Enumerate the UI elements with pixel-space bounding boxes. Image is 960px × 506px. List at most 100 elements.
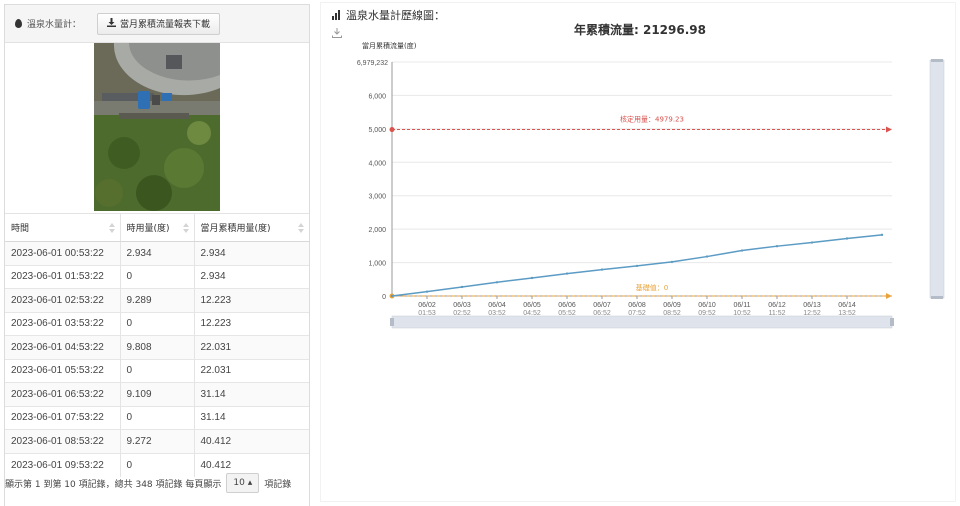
time-cell: 2023-06-01 09:53:22: [5, 452, 120, 477]
x-tick-date: 06/10: [698, 302, 716, 309]
threshold-start-point: [389, 127, 395, 133]
meter-data-table: 時間 時用量(度) 當月累積用量(度) 2023-06-01 00:53:22 2…: [5, 213, 309, 477]
download-icon: [107, 17, 117, 30]
threshold-label: 核定用量：4979.23: [620, 115, 684, 124]
threshold-label: 基礎值：0: [636, 283, 668, 292]
time-cell: 2023-06-01 07:53:22: [5, 405, 120, 430]
zoom-slider-bottom[interactable]: [390, 315, 894, 329]
x-tick-date: 06/06: [558, 302, 576, 309]
meter-photo: [94, 43, 220, 211]
time-cell: 2023-06-01 06:53:22: [5, 382, 120, 406]
y-axis-label: 當月累積流量(度): [362, 41, 417, 50]
y-axis-ticks: 6,979,232 0 1,000 2,000 3,000 4,000 5,000 6,000: [357, 60, 388, 301]
y-tick-label: 2,000: [368, 227, 386, 234]
panel-header-label: 溫泉水量計：: [27, 20, 82, 30]
column-header-label: 當月累積用量(度): [200, 224, 271, 234]
chart-markers: 核定用量：4979.23 基礎值：0: [389, 115, 892, 299]
x-tick-time: 02:52: [453, 310, 471, 317]
x-tick-time: 09:52: [698, 310, 716, 317]
record-info: 顯示第 1 到第 10 項記錄，總共 348 項記錄 每頁顯示: [5, 479, 222, 490]
time-cell: 2023-06-01 03:53:22: [5, 311, 120, 336]
sort-icon: [298, 223, 304, 233]
x-tick-time: 06:52: [593, 310, 611, 317]
x-tick-time: 12:52: [803, 310, 821, 317]
table-row: 2023-06-01 03:53:22 0 12.223: [5, 311, 309, 336]
time-cell: 2023-06-01 04:53:22: [5, 335, 120, 359]
series-point: [460, 285, 464, 289]
x-tick-time: 03:52: [488, 310, 506, 317]
table-row: 2023-06-01 00:53:22 2.934 2.934: [5, 241, 309, 265]
hourly-usage-cell: 0: [119, 452, 194, 477]
hourly-usage-cell: 9.109: [119, 382, 194, 406]
zoom-slider-right[interactable]: [929, 59, 945, 299]
cumulative-usage-cell: 12.223: [193, 311, 309, 336]
series-point: [775, 244, 779, 248]
sort-icon: [182, 223, 189, 233]
column-header-monthly-cumulative[interactable]: 當月累積用量(度): [193, 213, 309, 242]
cumulative-usage-cell: 22.031: [193, 335, 309, 359]
cumulative-usage-cell: 22.031: [193, 358, 309, 383]
record-suffix: 項記錄: [264, 479, 292, 490]
table-row: 2023-06-01 09:53:22 0 40.412: [5, 452, 309, 477]
series-point: [390, 294, 394, 298]
series-point: [530, 276, 534, 280]
time-cell: 2023-06-01 00:53:22: [5, 241, 120, 265]
chart-panel-title-text: 溫泉水量計歷線圖：: [346, 9, 445, 22]
hourly-usage-cell: 9.808: [119, 335, 194, 359]
series-point: [705, 255, 709, 258]
time-cell: 2023-06-01 01:53:22: [5, 264, 120, 289]
series-point: [740, 249, 744, 252]
x-tick-date: 06/12: [768, 302, 786, 309]
table-row: 2023-06-01 02:53:22 9.289 12.223: [5, 288, 309, 312]
x-tick-time: 04:52: [523, 310, 541, 317]
x-tick-date: 06/03: [453, 302, 471, 309]
y-tick-label: 0: [382, 294, 386, 301]
table-row: 2023-06-01 07:53:22 0 31.14: [5, 405, 309, 430]
download-report-button[interactable]: 當月累積流量報表下載: [97, 12, 221, 35]
table-header-row: 時間 時用量(度) 當月累積用量(度): [5, 213, 309, 242]
y-tick-label: 6,979,232: [357, 60, 388, 67]
cumulative-usage-cell: 2.934: [193, 264, 309, 289]
column-header-hourly-usage[interactable]: 時用量(度): [119, 213, 194, 242]
save-image-icon[interactable]: [331, 26, 343, 38]
cumulative-usage-cell: 31.14: [193, 382, 309, 406]
x-tick-time: 05:52: [558, 310, 576, 317]
series-point: [880, 233, 884, 237]
meter-photo-container: [5, 43, 309, 213]
time-cell: 2023-06-01 08:53:22: [5, 429, 120, 453]
x-tick-date: 06/05: [523, 302, 541, 309]
table-row: 2023-06-01 06:53:22 9.109 31.14: [5, 382, 309, 406]
threshold-arrow: [886, 293, 892, 299]
hourly-usage-cell: 0: [119, 264, 194, 289]
chart-title: 年累積流量: 21296.98: [574, 22, 706, 37]
column-header-label: 時間: [11, 224, 30, 234]
hourly-usage-cell: 0: [119, 405, 194, 430]
series-point: [600, 268, 604, 271]
x-tick-date: 06/08: [628, 302, 646, 309]
table-row: 2023-06-01 01:53:22 0 2.934: [5, 264, 309, 289]
download-report-label: 當月累積流量報表下載: [120, 20, 211, 30]
series-point: [495, 281, 499, 284]
x-tick-time: 10:52: [733, 310, 751, 317]
column-header-label: 時用量(度): [126, 224, 170, 234]
bar-chart-icon: [332, 10, 341, 20]
series-point: [565, 272, 569, 275]
table-row: 2023-06-01 08:53:22 9.272 40.412: [5, 429, 309, 453]
chart-gridlines: [391, 61, 892, 297]
x-tick-time: 08:52: [663, 310, 681, 317]
column-header-time[interactable]: 時間: [5, 213, 120, 242]
table-row: 2023-06-01 05:53:22 0 22.031: [5, 358, 309, 383]
hourly-usage-cell: 0: [119, 311, 194, 336]
chart-panel-title: 溫泉水量計歷線圖：: [332, 7, 445, 23]
x-tick-date: 06/13: [803, 302, 821, 309]
x-tick-date: 06/02: [418, 302, 436, 309]
hourly-usage-cell: 9.272: [119, 429, 194, 453]
cumulative-usage-cell: 2.934: [193, 241, 309, 265]
cumulative-usage-cell: 40.412: [193, 429, 309, 453]
y-tick-label: 1,000: [368, 261, 386, 268]
page-size-select[interactable]: 10 ▴: [226, 473, 260, 493]
x-tick-time: 13:52: [838, 310, 856, 317]
cumulative-usage-cell: 12.223: [193, 288, 309, 312]
time-cell: 2023-06-01 02:53:22: [5, 288, 120, 312]
